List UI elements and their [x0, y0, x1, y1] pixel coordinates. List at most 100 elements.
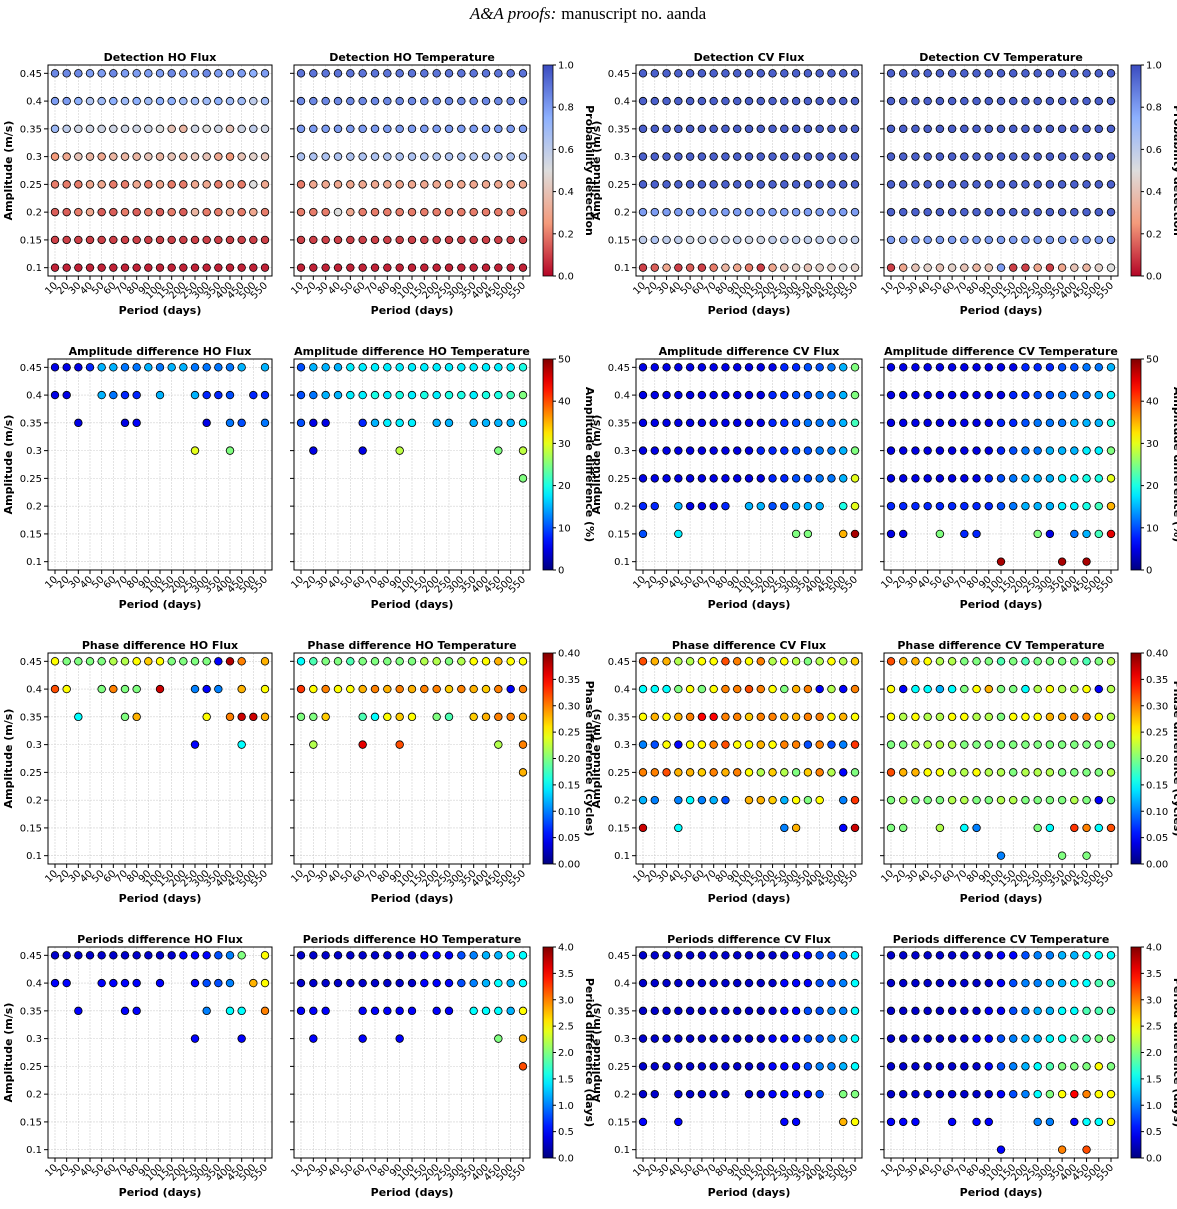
data-point — [358, 124, 367, 134]
data-point — [1021, 951, 1030, 960]
data-point — [132, 363, 141, 372]
data-point — [984, 712, 993, 722]
data-point — [1033, 124, 1042, 134]
data-point — [674, 152, 683, 161]
data-point — [190, 446, 200, 455]
data-point — [697, 795, 707, 805]
data-point — [815, 978, 824, 988]
data-point — [638, 235, 648, 245]
data-point — [697, 263, 707, 272]
data-point — [1082, 768, 1091, 777]
data-point — [972, 124, 981, 134]
data-point — [960, 712, 969, 722]
data-point — [132, 951, 141, 960]
data-point — [1070, 418, 1079, 428]
data-point — [638, 1089, 648, 1099]
data-point — [768, 951, 777, 960]
data-point — [709, 69, 718, 78]
data-point — [1082, 418, 1091, 428]
data-point — [780, 263, 789, 272]
data-point — [803, 207, 813, 217]
data-point — [709, 418, 718, 428]
data-point — [674, 1062, 683, 1071]
panel: 1020304050607080901001502002503003504004… — [879, 51, 1177, 317]
data-point — [50, 363, 60, 372]
data-point — [50, 152, 60, 161]
data-point — [899, 418, 908, 428]
data-point — [721, 180, 730, 189]
chart-title: Phase difference HO Flux — [82, 639, 238, 652]
data-point — [850, 951, 860, 960]
data-point — [960, 529, 969, 539]
data-point — [850, 978, 860, 988]
data-point — [85, 96, 95, 106]
data-point — [494, 418, 503, 428]
data-point — [62, 180, 71, 189]
data-point — [756, 96, 765, 106]
data-point — [358, 418, 367, 428]
colorbar — [542, 652, 554, 865]
data-point — [886, 951, 896, 960]
data-point — [225, 390, 235, 400]
data-point — [407, 152, 417, 161]
data-point — [296, 712, 306, 722]
y-tick-label: 0.15 — [20, 1117, 42, 1128]
data-point — [709, 474, 718, 483]
data-point — [638, 501, 648, 511]
data-point — [1070, 124, 1079, 134]
data-point — [780, 235, 789, 245]
data-point — [685, 1006, 695, 1016]
data-point — [638, 795, 648, 805]
data-point — [506, 684, 515, 694]
data-point — [827, 1006, 836, 1016]
data-point — [850, 69, 860, 78]
data-point — [650, 180, 659, 189]
data-point — [358, 684, 367, 694]
data-point — [947, 768, 957, 777]
data-point — [457, 684, 466, 694]
data-point — [923, 501, 932, 511]
data-point — [481, 684, 491, 694]
colorbar-tick-label: 2.5 — [1146, 1022, 1162, 1033]
data-point — [674, 96, 683, 106]
data-point — [1070, 740, 1079, 749]
data-point — [721, 951, 730, 960]
data-point — [744, 712, 754, 722]
data-point — [481, 951, 491, 960]
panel: 0.10.150.20.250.30.350.40.45102030405060… — [2, 345, 273, 611]
data-point — [167, 96, 176, 106]
data-point — [1057, 712, 1067, 722]
data-point — [296, 418, 306, 428]
data-point — [1070, 529, 1079, 539]
data-point — [190, 740, 200, 749]
data-point — [420, 180, 429, 189]
data-point — [791, 474, 801, 483]
y-tick-label: 0.15 — [20, 235, 42, 246]
data-point — [768, 712, 777, 722]
data-point — [1045, 418, 1055, 428]
data-point — [947, 96, 957, 106]
data-point — [432, 684, 441, 694]
data-point — [756, 152, 765, 161]
data-point — [407, 951, 417, 960]
data-point — [803, 1006, 813, 1016]
data-point — [923, 235, 932, 245]
data-point — [1057, 1089, 1067, 1099]
data-point — [996, 557, 1006, 566]
data-point — [972, 1006, 981, 1016]
data-point — [744, 795, 754, 805]
data-point — [358, 263, 367, 272]
data-point — [815, 446, 824, 455]
data-point — [984, 124, 993, 134]
data-point — [333, 657, 343, 666]
data-point — [249, 180, 258, 189]
data-point — [733, 152, 742, 161]
data-point — [1045, 124, 1055, 134]
data-point — [709, 207, 718, 217]
data-point — [947, 235, 957, 245]
data-point — [911, 263, 920, 272]
data-point — [780, 823, 789, 833]
data-point — [662, 712, 671, 722]
data-point — [960, 152, 969, 161]
data-point — [494, 180, 503, 189]
